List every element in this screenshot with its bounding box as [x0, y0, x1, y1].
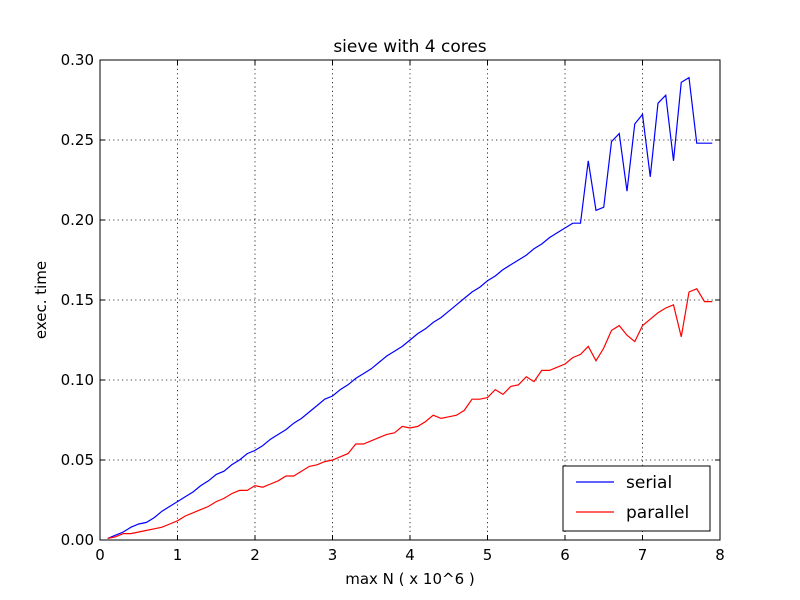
x-axis-label: max N ( x 10^6 )	[345, 570, 475, 588]
x-tick-label: 0	[95, 546, 105, 564]
series-line-parallel	[107, 288, 713, 539]
legend-label-parallel: parallel	[626, 503, 689, 523]
legend-label-serial: serial	[626, 473, 672, 493]
y-tick-label: 0.25	[61, 131, 94, 149]
x-tick-label: 8	[715, 546, 725, 564]
chart-title: sieve with 4 cores	[333, 37, 486, 57]
y-tick-label: 0.10	[61, 371, 94, 389]
series-line-serial	[107, 76, 713, 539]
grid	[100, 60, 720, 540]
y-tick-label: 0.00	[61, 531, 94, 549]
legend-box	[562, 465, 711, 532]
y-tick-label: 0.20	[61, 211, 94, 229]
y-tick-labels: 0.00 0.05 0.10 0.15 0.20 0.25 0.30	[61, 51, 94, 549]
y-tick-label: 0.15	[61, 291, 94, 309]
y-tick-label: 0.05	[61, 451, 94, 469]
legend: serial parallel	[562, 465, 711, 532]
x-tick-label: 4	[405, 546, 415, 564]
x-tick-label: 1	[173, 546, 183, 564]
y-axis-label: exec. time	[32, 261, 50, 339]
x-tick-label: 3	[328, 546, 338, 564]
x-tick-label: 5	[483, 546, 493, 564]
series-layer	[107, 76, 713, 539]
x-tick-labels: 0 1 2 3 4 5 6 7 8	[95, 546, 725, 564]
ticks	[99, 59, 721, 541]
x-tick-label: 2	[250, 546, 260, 564]
x-tick-label: 7	[638, 546, 648, 564]
x-tick-label: 6	[560, 546, 570, 564]
y-tick-label: 0.30	[61, 51, 94, 69]
